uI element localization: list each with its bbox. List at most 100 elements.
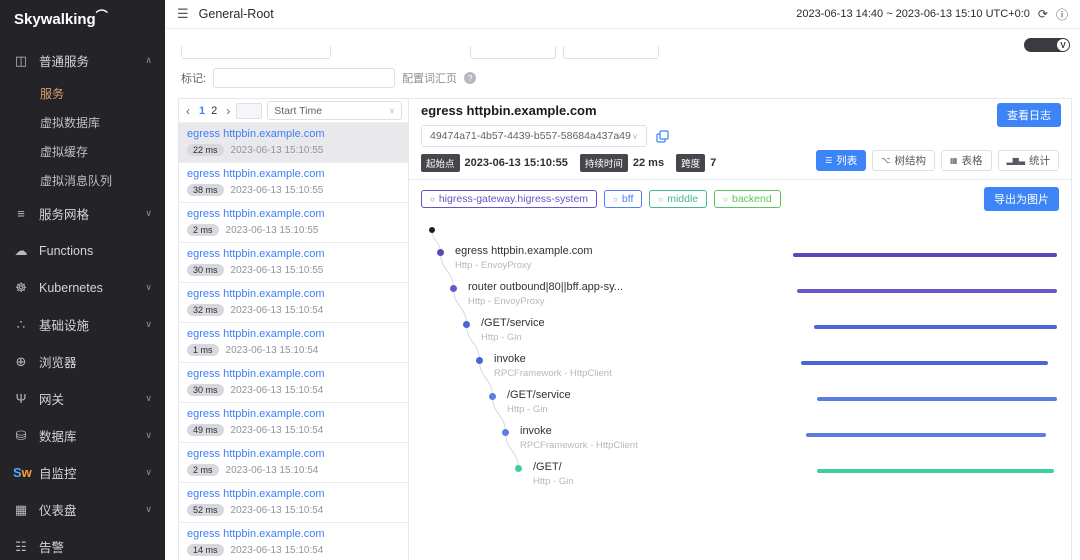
meta-value: 2023-06-13 15:10:55 bbox=[464, 157, 568, 169]
trace-list-item[interactable]: egress httpbin.example.com 49 ms 2023-06-1… bbox=[179, 403, 408, 443]
time-range-picker[interactable]: 2023-06-13 14:40 ~ 2023-06-13 15:10 UTC+… bbox=[796, 8, 1030, 20]
trace-detail-panel: egress httpbin.example.com 查看日志 49474a71… bbox=[409, 99, 1071, 560]
sidebar-subitem-1[interactable]: 服务 bbox=[0, 79, 165, 108]
selfmonitor-icon-s: S bbox=[13, 465, 22, 480]
service-legend-pill[interactable]: ○ higress-gateway.higress-system bbox=[421, 190, 598, 208]
sidebar-item-13[interactable]: ▦ 仪表盘 ∨ bbox=[0, 491, 165, 528]
filter-input-2[interactable] bbox=[470, 46, 556, 59]
meta-value: 22 ms bbox=[632, 157, 665, 169]
version-toggle[interactable]: V bbox=[1024, 38, 1070, 52]
trace-id-select[interactable]: 49474a71-4b57-4439-b557-58684a437a49 ∨ bbox=[421, 125, 647, 147]
trace-span-row[interactable]: router outbound|80||bff.app-sy... Http - … bbox=[421, 277, 1059, 313]
trace-meta-row: 起始点 2023-06-13 15:10:55 持续时间 22 ms 跨度 7 bbox=[421, 154, 1059, 172]
sidebar-item-7[interactable]: ☸ Kubernetes ∨ bbox=[0, 269, 165, 306]
span-text: invoke RPCFramework - HttpClient bbox=[494, 353, 612, 379]
trace-span-row[interactable]: /GET/Http - Gin bbox=[421, 457, 1059, 493]
view-mode-tab-2[interactable]: ▦ 表格 bbox=[940, 150, 992, 171]
trace-span-row[interactable]: /GET/service Http - Gin bbox=[421, 313, 1059, 349]
view-mode-label: 表格 bbox=[961, 155, 983, 167]
circle-icon: ○ bbox=[723, 194, 728, 204]
trace-item-meta: 52 ms 2023-06-13 15:10:54 bbox=[187, 504, 400, 516]
sidebar-item-14[interactable]: ☷ 告警 bbox=[0, 528, 165, 560]
sidebar-item-8[interactable]: ∴ 基础设施 ∨ bbox=[0, 306, 165, 343]
sidebar-item-label: 服务网格 bbox=[39, 208, 90, 222]
trace-span-row[interactable]: egress httpbin.example.com Http - EnvoyPr… bbox=[421, 241, 1059, 277]
tree-icon: ⌥ bbox=[881, 156, 891, 165]
sidebar-item-0[interactable]: ◫ 普通服务 ∧ bbox=[0, 42, 165, 79]
service-legend-pill[interactable]: ○ middle bbox=[649, 190, 708, 208]
trace-list-item[interactable]: egress httpbin.example.com 2 ms 2023-06-13… bbox=[179, 203, 408, 243]
sidebar-subitem-3[interactable]: 虚拟缓存 bbox=[0, 137, 165, 166]
trace-list-item[interactable]: egress httpbin.example.com 14 ms 2023-06-1… bbox=[179, 523, 408, 560]
pagination-page-2[interactable]: 2 bbox=[211, 104, 218, 117]
logo-text: Skywalking bbox=[14, 11, 96, 28]
trace-name: egress httpbin.example.com bbox=[187, 448, 325, 460]
trace-item-meta: 32 ms 2023-06-13 15:10:54 bbox=[187, 304, 400, 316]
selfmonitor-icon-w: w bbox=[21, 465, 32, 480]
span-bar-track bbox=[793, 397, 1057, 401]
duration-badge: 30 ms bbox=[187, 264, 224, 276]
circle-icon: ○ bbox=[658, 194, 664, 204]
sidebar-item-5[interactable]: ≡ 服务网格 ∨ bbox=[0, 195, 165, 232]
sidebar-item-11[interactable]: ⛁ 数据库 ∨ bbox=[0, 417, 165, 454]
sidebar-item-12[interactable]: Sw 自监控 ∨ bbox=[0, 454, 165, 491]
trace-list-item[interactable]: egress httpbin.example.com 52 ms 2023-06-1… bbox=[179, 483, 408, 523]
pagination-prev[interactable]: ‹ bbox=[186, 103, 190, 118]
view-mode-tab-0[interactable]: ☰ 列表 bbox=[816, 150, 867, 171]
trace-list-item[interactable]: egress httpbin.example.com 1 ms 2023-06-13… bbox=[179, 323, 408, 363]
sidebar-subitem-2[interactable]: 虚拟数据库 bbox=[0, 108, 165, 137]
help-icon[interactable]: ? bbox=[464, 72, 477, 84]
sidebar-item-9[interactable]: ⊕ 浏览器 bbox=[0, 343, 165, 380]
tag-input[interactable] bbox=[213, 68, 396, 88]
span-connector-line bbox=[431, 229, 519, 469]
filter-input-3[interactable] bbox=[563, 46, 659, 59]
trace-span-row[interactable]: invoke RPCFramework - HttpClient bbox=[421, 349, 1059, 385]
infrastructure-icon: ∴ bbox=[16, 316, 26, 332]
span-bar-track bbox=[793, 433, 1057, 437]
trace-list-item[interactable]: egress httpbin.example.com 2 ms 2023-06-13… bbox=[179, 443, 408, 483]
view-mode-tab-3[interactable]: ▂▆▃ 统计 bbox=[997, 150, 1059, 171]
service-legend-pill[interactable]: ○ backend bbox=[714, 190, 781, 208]
trace-span-row[interactable]: invoke RPCFramework - HttpClient bbox=[421, 421, 1059, 457]
span-dot bbox=[437, 249, 444, 256]
page-jump-input[interactable] bbox=[236, 102, 263, 119]
sort-select[interactable]: Start Time ∨ bbox=[267, 101, 402, 120]
sidebar-item-6[interactable]: ☁ Functions bbox=[0, 232, 165, 269]
sidebar-item-10[interactable]: Ψ 网关 ∨ bbox=[0, 380, 165, 417]
menu-collapse-icon[interactable]: ☰ bbox=[177, 6, 189, 21]
sidebar-item-label: Functions bbox=[39, 243, 94, 258]
selfmonitor-icon: Sw bbox=[13, 465, 32, 480]
trace-name: egress httpbin.example.com bbox=[187, 328, 325, 340]
span-duration-bar bbox=[793, 253, 1057, 257]
trace-list-item[interactable]: egress httpbin.example.com 30 ms 2023-06-1… bbox=[179, 363, 408, 403]
span-component: RPCFramework - HttpClient bbox=[520, 440, 638, 451]
view-mode-tab-1[interactable]: ⌥ 树结构 bbox=[872, 150, 935, 171]
legend-label: backend bbox=[732, 193, 772, 205]
trace-list-item[interactable]: egress httpbin.example.com 32 ms 2023-06-1… bbox=[179, 283, 408, 323]
span-duration-bar bbox=[806, 433, 1047, 437]
refresh-icon[interactable]: ⟳ bbox=[1037, 7, 1048, 21]
sidebar-item-label: Kubernetes bbox=[39, 280, 103, 295]
span-name: /GET/service bbox=[507, 389, 571, 401]
view-logs-button[interactable]: 查看日志 bbox=[997, 103, 1061, 127]
copy-icon[interactable] bbox=[656, 129, 669, 143]
trace-id-row: 49474a71-4b57-4439-b557-58684a437a49 ∨ bbox=[421, 125, 1059, 147]
sidebar-item-label: 基础设施 bbox=[39, 319, 90, 333]
trace-list-item[interactable]: egress httpbin.example.com 38 ms 2023-06-1… bbox=[179, 163, 408, 203]
trace-span-row[interactable]: /GET/service Http - Gin bbox=[421, 385, 1059, 421]
trace-list-item[interactable]: egress httpbin.example.com 22 ms 2023-06-1… bbox=[179, 123, 408, 163]
span-component: Http - Gin bbox=[533, 476, 574, 487]
filter-input-1[interactable] bbox=[181, 46, 331, 59]
tag-filter-row: 标记: 配置词汇页 ? bbox=[181, 68, 477, 88]
config-vocabulary-link[interactable]: 配置词汇页 bbox=[402, 73, 458, 85]
span-tree: egress httpbin.example.com Http - EnvoyPr… bbox=[421, 219, 1059, 509]
sidebar-subitem-4[interactable]: 虚拟消息队列 bbox=[0, 166, 165, 195]
export-image-button[interactable]: 导出为图片 bbox=[984, 187, 1059, 211]
span-text: invoke RPCFramework - HttpClient bbox=[520, 425, 638, 451]
trace-list-item[interactable]: egress httpbin.example.com 30 ms 2023-06-1… bbox=[179, 243, 408, 283]
service-legend-pill[interactable]: ○ bff bbox=[604, 190, 643, 208]
pagination-next[interactable]: › bbox=[226, 103, 231, 118]
info-icon[interactable]: ⓘ bbox=[1055, 7, 1068, 22]
pagination-page-1[interactable]: 1 bbox=[199, 104, 206, 117]
